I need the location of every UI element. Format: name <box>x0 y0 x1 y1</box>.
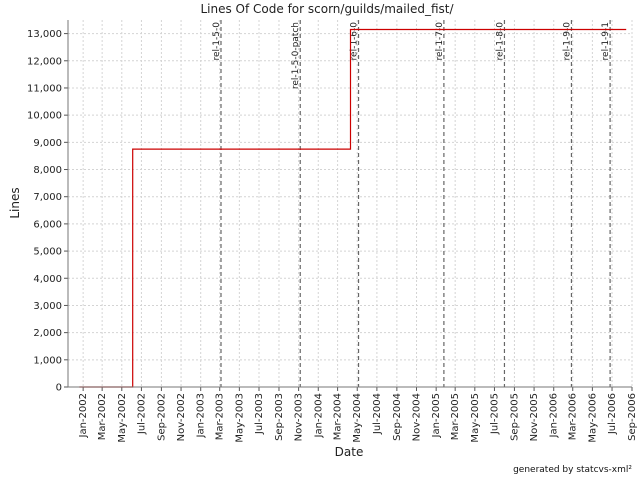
release-marker-label: rel-1-7-0 <box>435 22 445 61</box>
release-marker-label: rel-1-9-1 <box>601 22 611 60</box>
y-tick-label: 13,000 <box>27 29 62 40</box>
plot-area: 0 1,000 2,000 3,000 4,000 5,000 6,000 7,000 8,00… <box>27 20 638 443</box>
release-marker-label: rel-1-9-0 <box>562 22 572 61</box>
x-tick-label: Mar-2002 <box>97 393 108 440</box>
x-tick-label: Nov-2004 <box>412 393 423 441</box>
x-tick-label: Mar-2005 <box>450 393 461 440</box>
y-tick-label: 11,000 <box>27 83 62 94</box>
x-tick-label: Sep-2005 <box>509 393 520 441</box>
release-marker-label: rel-1-5-0 <box>212 22 222 61</box>
x-axis-title: Date <box>335 445 364 459</box>
y-tick-label: 8,000 <box>33 165 62 176</box>
x-tick-label: May-2002 <box>117 393 128 443</box>
x-tick-label: Jul-2006 <box>607 393 618 435</box>
release-marker-label: rel-1-6-0 <box>350 22 360 61</box>
x-tick-label: Jan-2003 <box>196 393 207 438</box>
y-tick-label: 9,000 <box>33 138 62 149</box>
x-tick-label: Jan-2005 <box>431 393 442 438</box>
y-tick-label: 4,000 <box>33 274 62 285</box>
x-tick-label: Mar-2003 <box>215 393 226 440</box>
x-tick-label: May-2006 <box>587 393 598 443</box>
y-tick-label: 0 <box>56 383 62 394</box>
x-tick-label: Nov-2005 <box>529 393 540 441</box>
x-tick-label: Mar-2004 <box>333 393 344 440</box>
x-tick-label: May-2004 <box>352 393 363 443</box>
y-tick-label: 10,000 <box>27 111 62 122</box>
x-tick-label: May-2003 <box>234 393 245 443</box>
y-tick-label: 5,000 <box>33 247 62 258</box>
y-tick-label: 3,000 <box>33 301 62 312</box>
x-tick-label: Nov-2003 <box>294 393 305 441</box>
y-axis-title: Lines <box>8 187 22 218</box>
y-tick-label: 6,000 <box>33 219 62 230</box>
generator-credit: generated by statcvs-xml² <box>513 465 632 475</box>
release-marker-label: rel-1-8-0 <box>495 22 505 61</box>
release-marker-label: rel-1-5-0-patch <box>291 22 301 89</box>
x-tick-label: Jan-2004 <box>313 393 324 438</box>
x-tick-label: Jul-2005 <box>489 393 500 435</box>
y-tick-label: 1,000 <box>33 355 62 366</box>
x-tick-label: Sep-2003 <box>274 393 285 441</box>
x-tick-label: Nov-2002 <box>176 393 187 441</box>
x-tick-label: May-2005 <box>470 393 481 443</box>
y-tick-label: 2,000 <box>33 328 62 339</box>
x-tick-label: Jul-2003 <box>254 393 265 435</box>
y-tick-label: 12,000 <box>27 56 62 67</box>
x-tick-label: Sep-2006 <box>627 393 638 441</box>
x-tick-label: Jul-2004 <box>372 393 383 435</box>
x-tick-label: Jul-2002 <box>136 393 147 435</box>
x-tick-label: Jan-2002 <box>78 393 89 438</box>
x-tick-label: Sep-2004 <box>392 393 403 441</box>
x-tick-label: Mar-2006 <box>568 393 579 440</box>
x-tick-label: Sep-2002 <box>156 393 167 441</box>
x-tick-label: Jan-2006 <box>549 393 560 438</box>
y-tick-label: 7,000 <box>33 192 62 203</box>
chart-title: Lines Of Code for scorn/guilds/mailed_fi… <box>200 2 454 16</box>
